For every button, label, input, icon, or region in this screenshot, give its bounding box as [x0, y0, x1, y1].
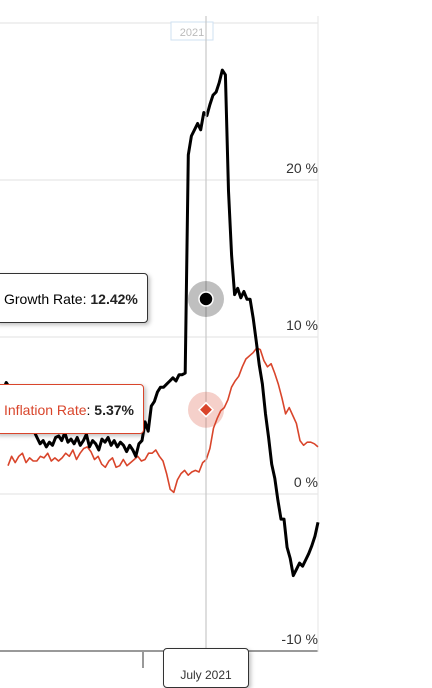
growth-rate-tooltip-value: 12.42%: [90, 291, 138, 307]
growth-rate-tooltip: Growth Rate: 12.42%: [0, 273, 148, 323]
series-line-inflation-rate: [7, 347, 319, 494]
growth-rate-tooltip-label: Growth Rate: [4, 291, 83, 307]
inflation-rate-tooltip-label: Inflation Rate: [4, 402, 87, 418]
hover-markers: [188, 281, 224, 428]
grid-lines: [0, 16, 319, 668]
y-tick-label: -10 %: [281, 631, 318, 647]
y-tick-label: 10 %: [286, 317, 318, 333]
date-tooltip: July 2021: [163, 648, 249, 688]
series-layer: [0, 68, 320, 578]
y-tick-label: 20 %: [286, 160, 318, 176]
inflation-rate-tooltip: Inflation Rate: 5.37%: [0, 384, 144, 434]
y-tick-label: 0 %: [294, 474, 318, 490]
year-marker: 2021: [170, 21, 214, 41]
series-line-growth-rate: [0, 68, 320, 578]
inflation-rate-tooltip-value: 5.37%: [94, 402, 134, 418]
year-box: [170, 21, 214, 41]
inflation-marker: [197, 401, 215, 418]
year-label: 2021: [180, 27, 204, 39]
y-axis-labels: 20 % 10 % 0 % -10 %: [281, 160, 318, 647]
growth-marker: [198, 291, 214, 307]
